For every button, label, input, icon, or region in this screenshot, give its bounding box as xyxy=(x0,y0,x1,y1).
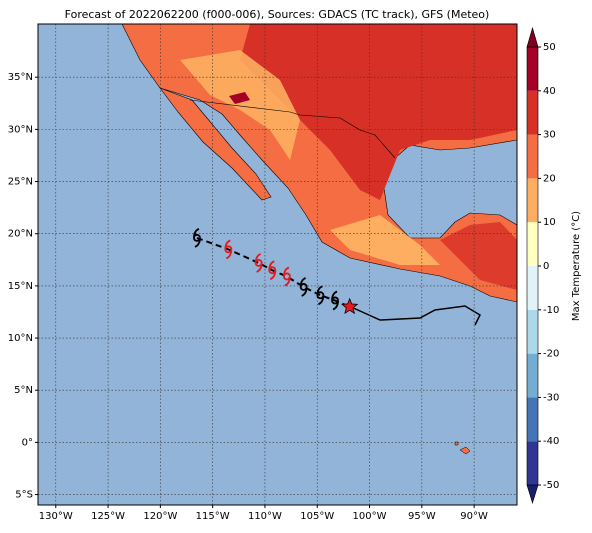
colorbar-tick-label: -20 xyxy=(543,349,559,360)
colorbar-tick-label: 10 xyxy=(543,217,556,228)
cyclone-marker xyxy=(283,266,291,287)
colorbar-tick-label: -40 xyxy=(543,436,559,447)
lat-label: 25°N xyxy=(8,177,33,188)
cyclone-marker xyxy=(268,260,277,281)
map-area xyxy=(38,24,517,505)
colorbar-tick-label: 0 xyxy=(543,261,549,272)
lat-label: 35°N xyxy=(8,72,33,83)
colorbar-segment xyxy=(527,353,538,398)
colorbar-tick-label: 40 xyxy=(543,86,556,97)
lat-label: 20°N xyxy=(8,229,33,240)
lon-label: 105°W xyxy=(300,511,334,522)
colorbar-segment xyxy=(527,441,538,485)
colorbar-tick-label: -50 xyxy=(543,480,559,491)
hottest-spot xyxy=(229,92,250,104)
cyclone-marker xyxy=(316,285,325,306)
colorbar-segment xyxy=(527,309,538,354)
lon-label: 125°W xyxy=(91,511,125,522)
lon-label: 110°W xyxy=(248,511,282,522)
colorbar-over xyxy=(526,26,539,48)
baja xyxy=(159,87,272,201)
colorbar-segment xyxy=(527,222,538,266)
cyclone-marker xyxy=(254,253,263,273)
hot-region xyxy=(440,222,517,290)
lon-label: 115°W xyxy=(196,511,230,522)
lat-label: 10°N xyxy=(8,333,33,344)
lon-label: 130°W xyxy=(39,511,73,522)
colorbar-segment xyxy=(527,397,538,442)
cyclone-marker xyxy=(224,239,233,260)
border xyxy=(189,99,396,159)
colorbar-segment xyxy=(527,178,538,223)
lon-label: 120°W xyxy=(143,511,177,522)
hot-region xyxy=(240,24,517,200)
lat-label: 0° xyxy=(22,437,33,448)
cyclone-marker xyxy=(193,228,201,248)
colorbar-tick-label: 50 xyxy=(543,42,556,53)
colorbar-segment xyxy=(527,47,538,91)
colorbar-tick-label: -30 xyxy=(543,392,559,403)
lon-label: 95°W xyxy=(408,511,436,522)
lat-label: 15°N xyxy=(8,281,33,292)
islands xyxy=(454,441,471,455)
colorbar-under xyxy=(526,484,539,505)
colorbar-tick-label: -10 xyxy=(543,305,559,316)
map-frame xyxy=(37,23,518,506)
lat-label: 5°N xyxy=(14,385,33,396)
storm-position xyxy=(341,297,359,315)
colorbar-segment xyxy=(527,134,538,179)
forecast-track xyxy=(196,236,351,308)
colorbar-label: Max Temperature (°C) xyxy=(571,211,582,321)
cyclone-marker xyxy=(299,277,308,297)
colorbar-segment xyxy=(527,90,538,135)
lon-label: 90°W xyxy=(460,511,488,522)
colorbar-tick-label: 20 xyxy=(543,173,556,184)
lat-label: 30°N xyxy=(8,124,33,135)
lat-label: 5°S xyxy=(15,490,33,501)
cyclone-marker xyxy=(331,290,339,311)
warm-region xyxy=(330,215,440,265)
past-track xyxy=(348,305,481,326)
title: Forecast of 2022062200 (f000-006), Sourc… xyxy=(65,8,490,21)
lon-label: 100°W xyxy=(353,511,387,522)
colorbar-tick-label: 30 xyxy=(543,130,556,141)
colorbar-segment xyxy=(527,266,538,310)
